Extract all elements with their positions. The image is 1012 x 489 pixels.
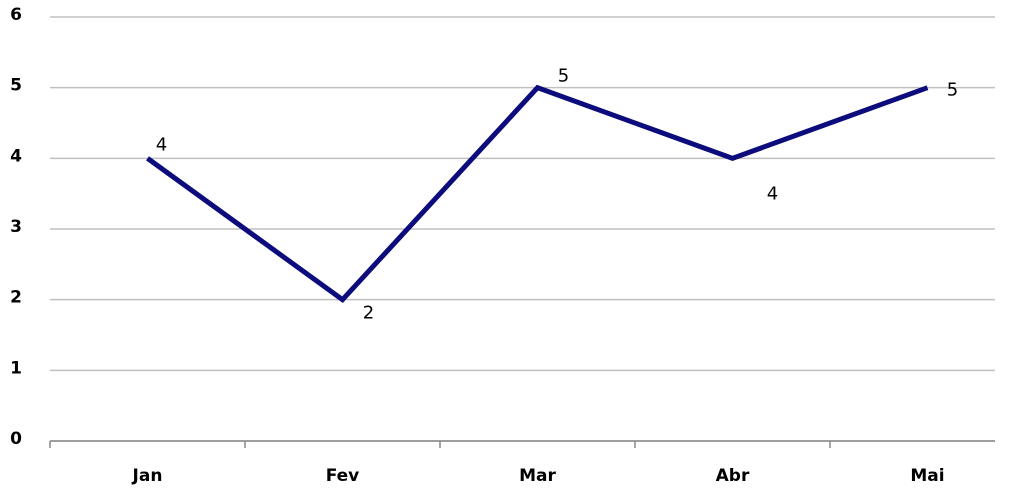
data-label: 5: [558, 66, 569, 87]
x-tick-label: Mar: [519, 466, 556, 486]
y-tick-label: 6: [10, 5, 22, 25]
data-label: 4: [767, 183, 778, 204]
x-tick-label: Fev: [326, 466, 360, 486]
data-label: 4: [156, 134, 167, 155]
y-tick-label: 3: [10, 217, 22, 237]
data-label: 2: [363, 303, 374, 324]
x-tick-label: Abr: [716, 466, 750, 486]
data-label: 5: [947, 80, 958, 101]
x-tick-label: Mai: [910, 466, 944, 486]
y-tick-label: 4: [10, 146, 22, 166]
line: [146, 84, 929, 303]
y-tick-label: 0: [10, 429, 22, 449]
x-tick-label: Jan: [132, 466, 163, 486]
y-tick-label: 5: [10, 76, 22, 96]
y-tick-label: 1: [10, 358, 22, 378]
y-tick-label: 2: [10, 288, 22, 308]
